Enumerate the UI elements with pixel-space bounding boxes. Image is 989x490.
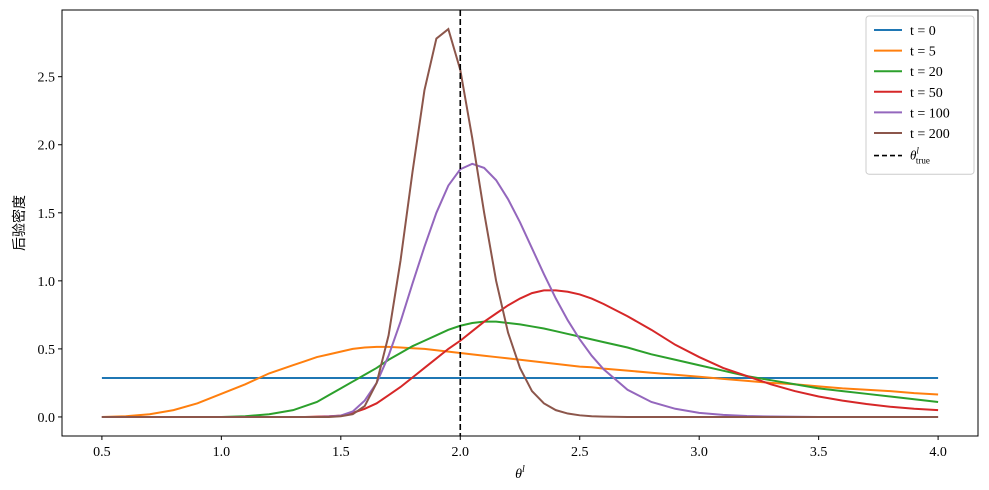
x-tick-label: 1.5	[332, 445, 350, 460]
series-line	[101, 289, 939, 418]
x-tick-label: 3.5	[810, 445, 828, 460]
x-axis-label: θl	[515, 464, 525, 482]
legend-box	[865, 15, 975, 175]
x-tick-label: 0.5	[93, 445, 111, 460]
legend-label-part: l	[916, 146, 919, 156]
x-tick-label: 2.0	[452, 445, 470, 460]
x-tick-label: 2.5	[571, 445, 589, 460]
x-tick-label: 1.0	[213, 445, 231, 460]
x-tick-label: 3.0	[690, 445, 708, 460]
legend-label-part: θ	[910, 148, 917, 163]
legend-label: t = 20	[910, 65, 943, 80]
plot-frame	[61, 9, 979, 437]
y-tick-label: 1.0	[38, 275, 56, 290]
legend-label: t = 0	[910, 24, 936, 39]
x-axis-label-sup: l	[522, 464, 525, 475]
legend-label-part: true	[916, 156, 930, 166]
legend-label: θl true	[910, 146, 930, 166]
legend-label: t = 50	[910, 86, 943, 101]
legend-label: t = 5	[910, 45, 936, 60]
legend-label: t = 100	[910, 106, 950, 121]
legend-label: t = 200	[910, 127, 950, 142]
x-tick-label: 4.0	[929, 445, 947, 460]
series-line	[101, 345, 939, 418]
y-tick-label: 2.0	[38, 139, 56, 154]
y-tick-label: 2.5	[38, 71, 56, 86]
y-axis-label: 后验密度	[11, 195, 28, 251]
y-tick-label: 0.5	[38, 343, 56, 358]
series-line	[101, 27, 939, 418]
y-tick-label: 0.0	[38, 411, 56, 426]
y-tick-label: 1.5	[38, 207, 56, 222]
x-axis-label-main: θ	[515, 467, 522, 482]
